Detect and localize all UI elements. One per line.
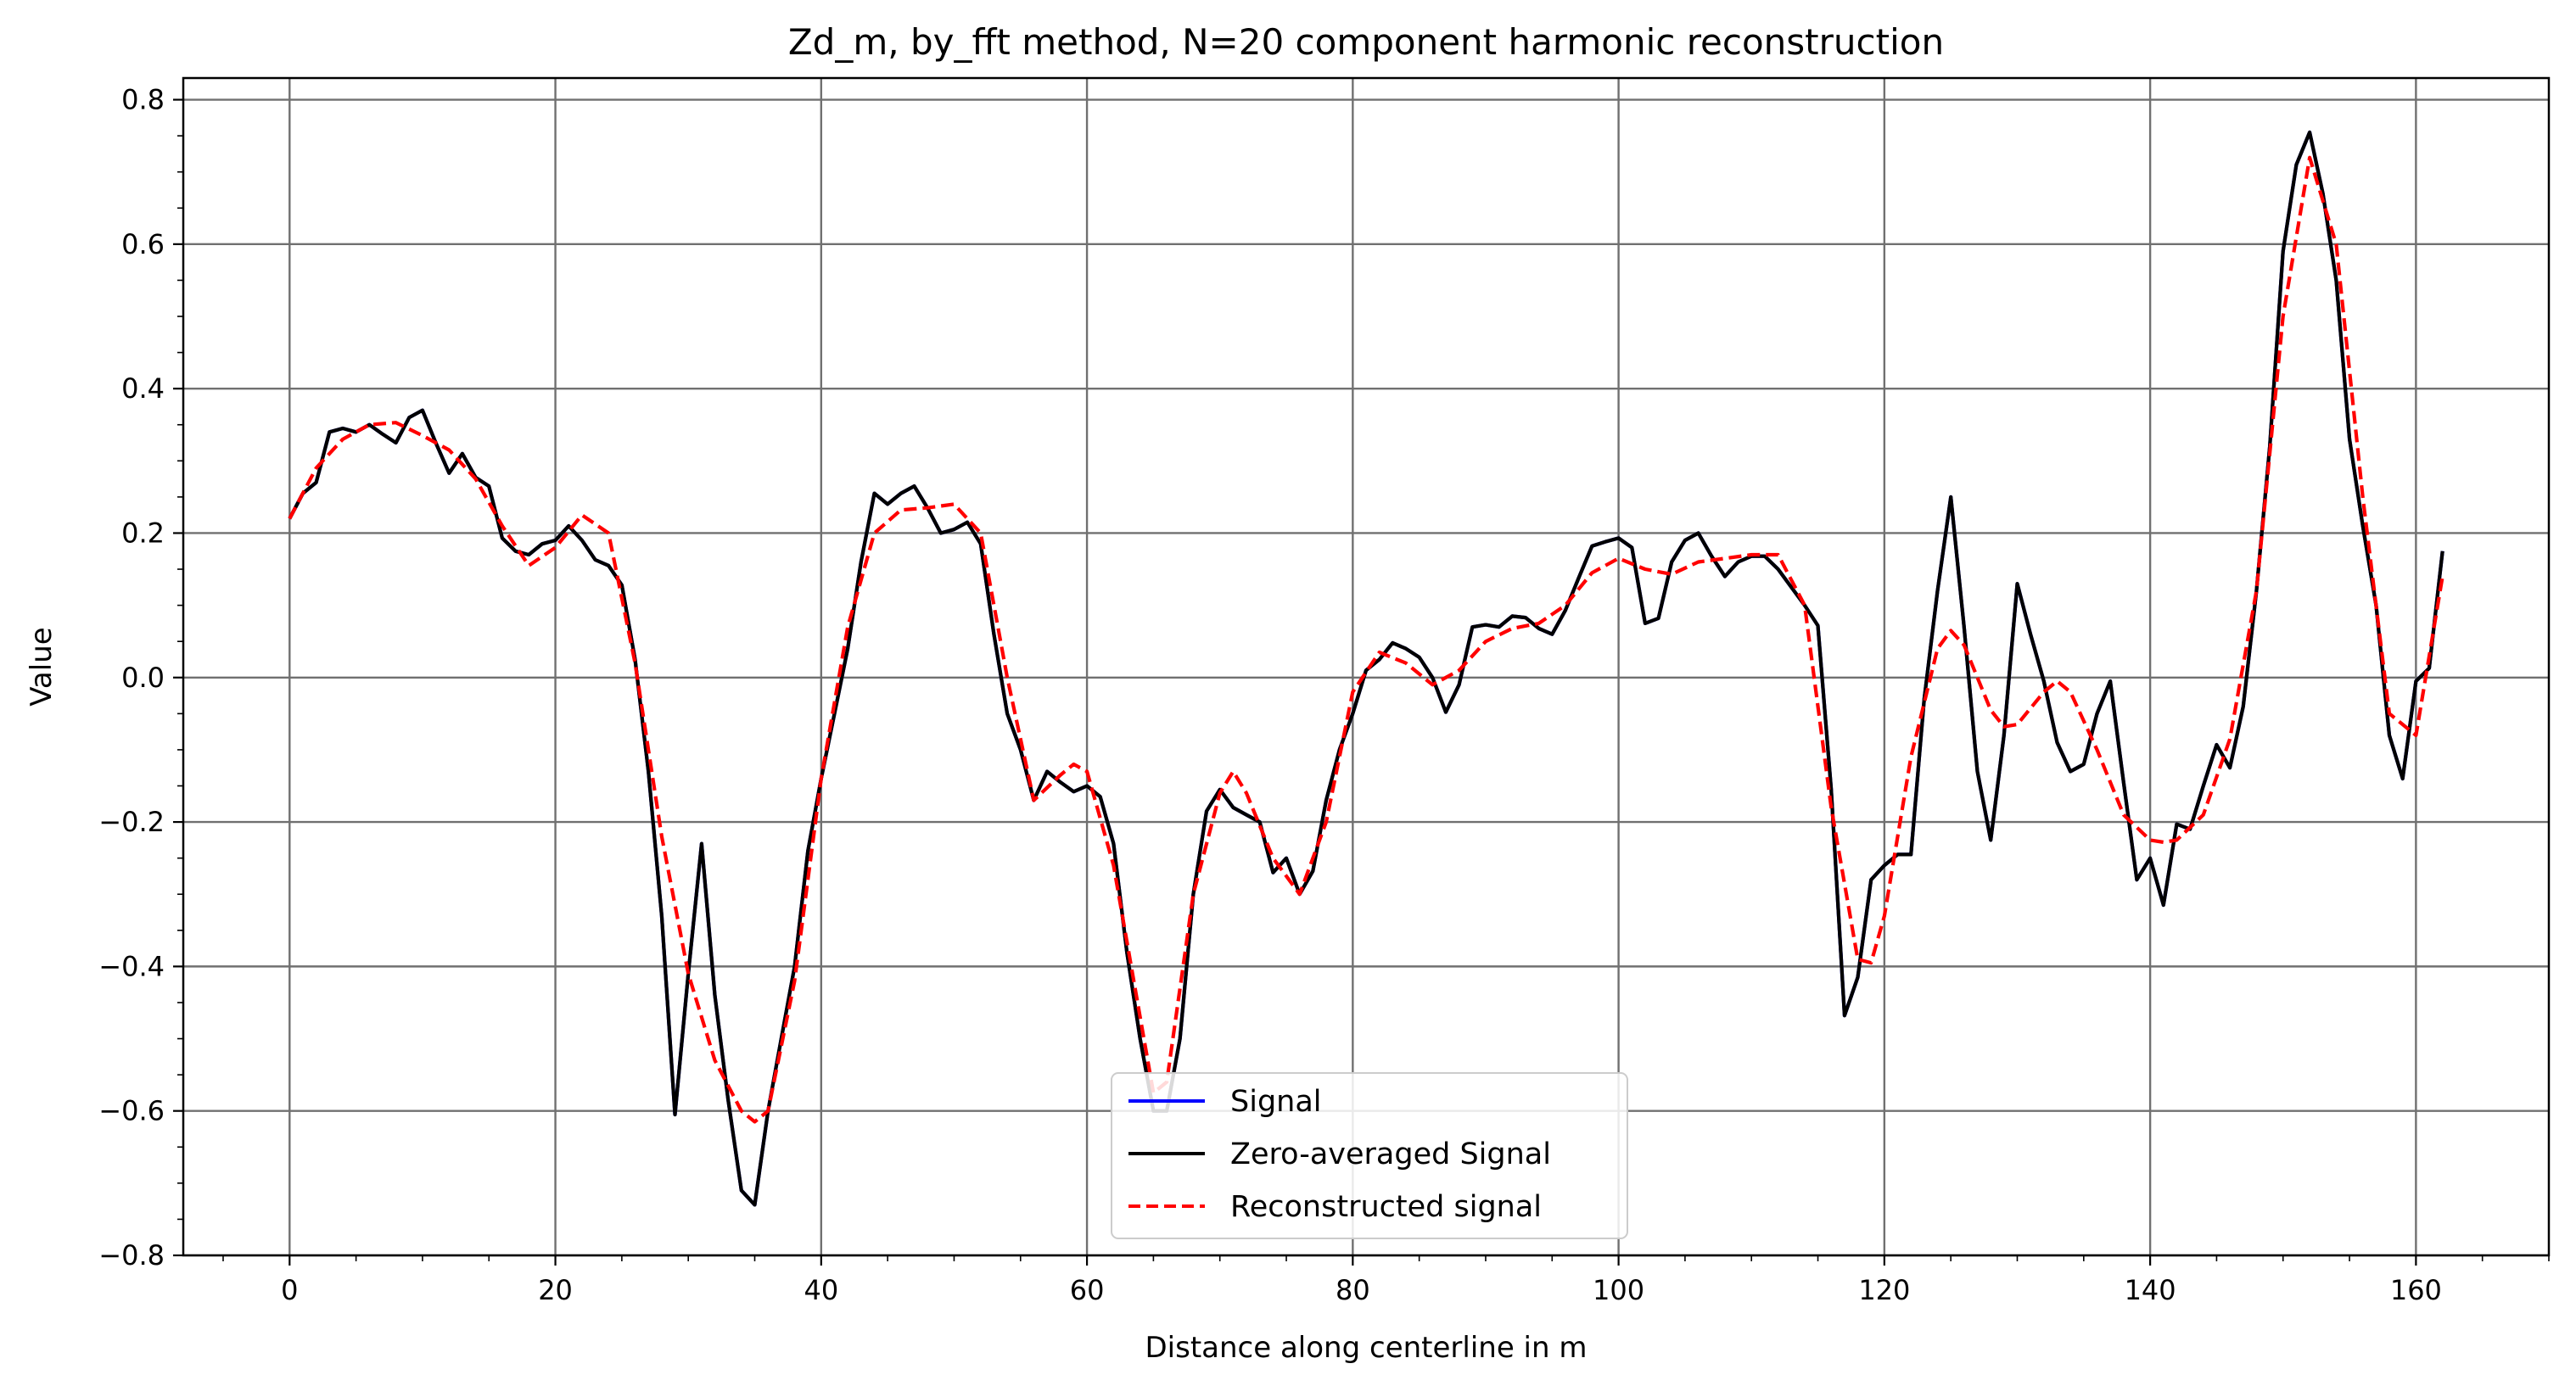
series-layer	[288, 130, 2444, 1207]
x-tick-label: 60	[1070, 1274, 1105, 1306]
series-line-reconstructed-signal	[288, 155, 2444, 1124]
legend-box	[1111, 1072, 1628, 1239]
y-tick-label: 0.6	[121, 228, 165, 260]
x-tick-label: 160	[2390, 1274, 2442, 1306]
x-tick-label: 140	[2125, 1274, 2176, 1306]
y-tick-label: 0.8	[121, 84, 165, 116]
tick-layer: 0 20 40 60 80 100 120 140 160 −0.8 −0.6 −0.4 −0.2 0.0…	[98, 84, 2550, 1306]
y-tick-label: 0.0	[121, 662, 165, 694]
x-tick-label: 100	[1593, 1274, 1644, 1306]
x-tick-label: 0	[281, 1274, 298, 1306]
legend-label-zero-averaged-signal: Zero-averaged Signal	[1230, 1137, 1551, 1171]
y-tick-label: −0.8	[98, 1239, 165, 1271]
y-tick-label: 0.4	[121, 372, 165, 405]
y-tick-label: −0.6	[98, 1095, 165, 1127]
x-tick-label: 80	[1336, 1274, 1370, 1306]
x-axis-label: Distance along centerline in m	[1145, 1331, 1588, 1365]
y-tick-label: −0.4	[98, 950, 165, 982]
legend: Signal Zero-averaged Signal Reconstructe…	[1111, 1072, 1628, 1239]
chart-title: Zd_m, by_fft method, N=20 component harm…	[788, 21, 1944, 63]
x-tick-label: 20	[538, 1274, 573, 1306]
x-tick-label: 40	[804, 1274, 838, 1306]
series-line-zero-averaged-signal	[288, 130, 2444, 1207]
y-axis-label: Value	[25, 627, 59, 706]
y-tick-label: −0.2	[98, 806, 165, 838]
legend-label-reconstructed-signal: Reconstructed signal	[1230, 1190, 1542, 1224]
x-tick-label: 120	[1858, 1274, 1910, 1306]
legend-label-signal: Signal	[1230, 1085, 1322, 1119]
plot-frame	[182, 76, 2551, 1257]
y-tick-label: 0.2	[121, 517, 165, 549]
